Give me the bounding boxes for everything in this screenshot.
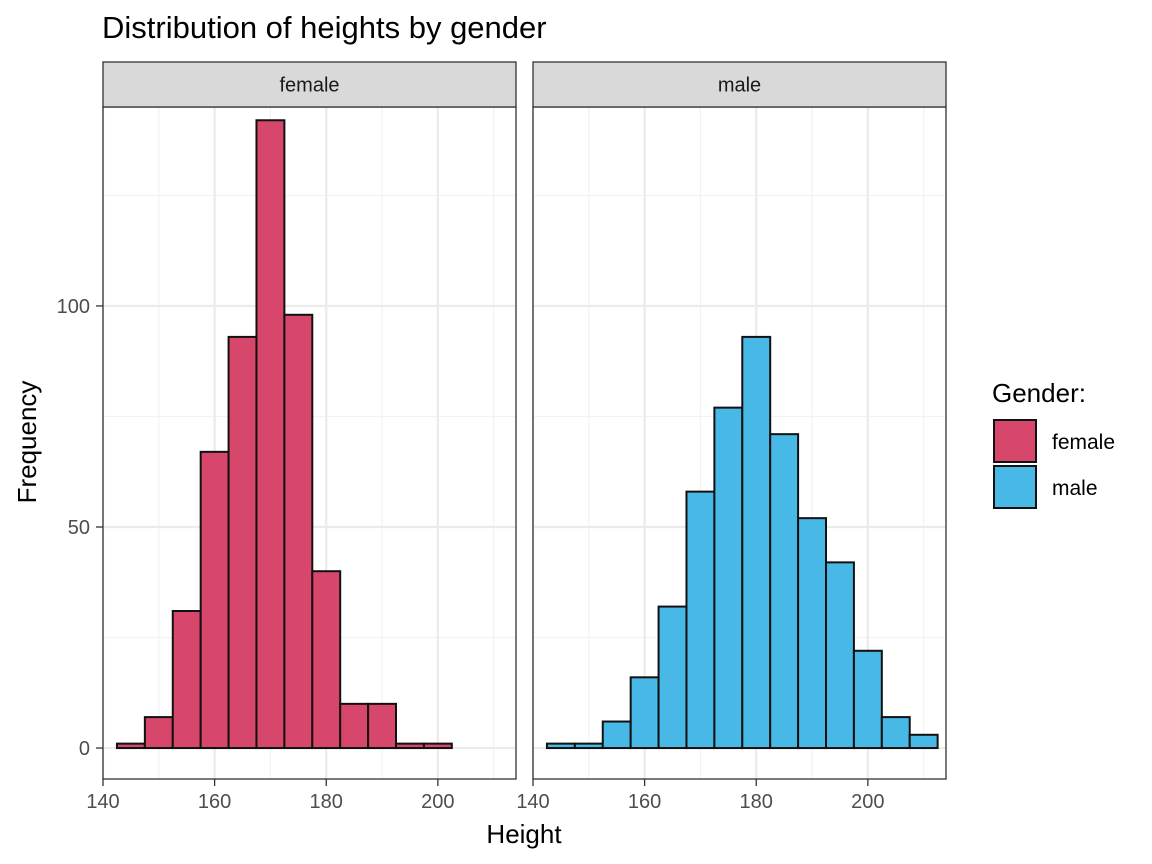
histogram-bar: [367, 702, 398, 750]
x-axis-label: Height: [486, 819, 562, 849]
histogram-bar: [852, 649, 883, 750]
x-tick-label: 160: [198, 791, 231, 813]
histogram-bar: [545, 742, 576, 750]
histogram-bar: [311, 570, 342, 750]
histogram-bar: [573, 742, 604, 750]
histogram-bar: [171, 610, 202, 750]
legend-key-male: [993, 465, 1037, 509]
chart-title: Distribution of heights by gender: [102, 10, 547, 45]
histogram-bar: [797, 517, 828, 750]
x-tick-label: 180: [310, 791, 343, 813]
facet-panel-female: female 140 160 180 200 0 50 100: [57, 61, 517, 813]
legend-label-female: female: [1052, 431, 1115, 454]
histogram-bar: [199, 450, 230, 750]
histogram-bar: [422, 742, 453, 750]
histogram-bar: [601, 720, 632, 750]
histogram-bar: [769, 433, 800, 750]
legend-title: Gender:: [992, 378, 1086, 408]
facet-strip: [532, 61, 947, 108]
x-tick-label: 140: [516, 791, 549, 813]
histogram-bar: [685, 490, 716, 750]
facet-strip: [102, 61, 517, 108]
facet-strip-label: male: [718, 75, 761, 97]
y-axis-label: Frequency: [12, 381, 42, 504]
y-tick-label: 100: [57, 296, 90, 318]
legend: Gender: female male: [992, 378, 1115, 509]
x-tick-label: 180: [740, 791, 773, 813]
y-tick-label: 50: [68, 517, 90, 539]
x-tick-label: 160: [628, 791, 661, 813]
histogram-bar: [825, 561, 855, 750]
histogram-bar: [629, 676, 660, 750]
histogram-bar: [741, 335, 772, 750]
histogram-bar: [143, 716, 174, 750]
legend-key-female: [993, 419, 1037, 463]
x-tick-label: 140: [86, 791, 119, 813]
facet-panel-male: male 140 160 180 200: [516, 61, 947, 813]
y-tick-label: 0: [79, 738, 90, 760]
histogram-bar: [255, 119, 286, 750]
histogram-bar: [908, 733, 939, 750]
histogram-bar: [115, 742, 146, 750]
histogram-bar: [395, 742, 425, 750]
histogram-bar: [227, 335, 258, 750]
legend-label-male: male: [1052, 477, 1098, 500]
histogram-bar: [713, 406, 744, 750]
histogram-bar: [283, 313, 314, 750]
histogram-bar: [657, 605, 688, 750]
x-tick-label: 200: [851, 791, 884, 813]
histogram-bar: [339, 702, 370, 750]
facet-panels: female 140 160 180 200 0 50 100 male 140 160 180 200: [57, 61, 947, 813]
x-tick-label: 200: [421, 791, 454, 813]
facet-strip-label: female: [279, 75, 339, 97]
histogram-bar: [880, 716, 911, 750]
